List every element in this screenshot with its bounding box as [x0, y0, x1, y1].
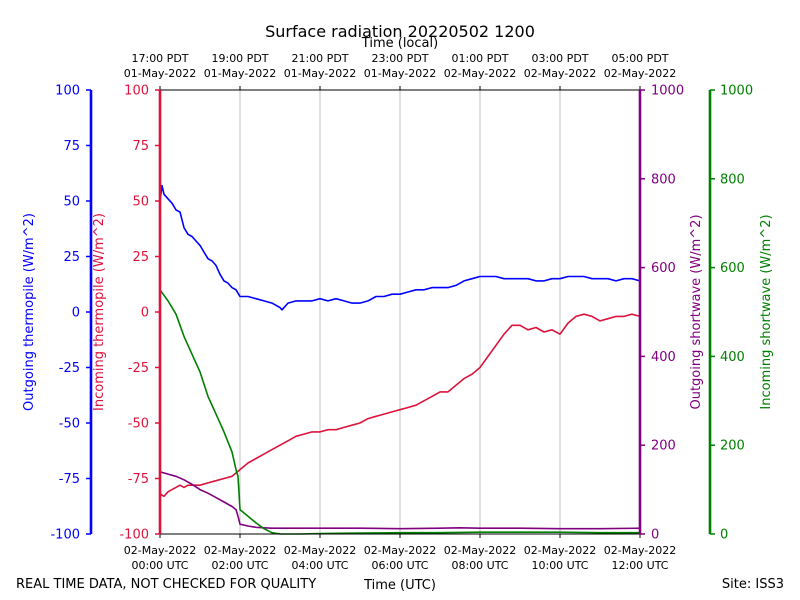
y-tick-label: 75 — [63, 139, 80, 154]
y-tick-label: 0 — [72, 306, 80, 321]
y-tick-label: -25 — [128, 361, 149, 376]
y-tick-label: -50 — [128, 417, 149, 432]
x-top-tick-label-time: 23:00 PDT — [371, 52, 428, 65]
series-layer — [159, 184, 641, 535]
y-tick-label: 25 — [132, 250, 149, 265]
y-tick-label: -75 — [59, 472, 80, 487]
y-tick-label: -25 — [59, 361, 80, 376]
series-line-incoming-thermopile — [159, 313, 641, 498]
y-tick-label: 25 — [63, 250, 80, 265]
series-line-outgoing-shortwave — [159, 471, 641, 530]
y-axis-title: Incoming shortwave (W/m^2) — [759, 214, 774, 409]
x-bottom-tick-label-date: 02-May-2022 — [124, 544, 196, 557]
x-top-axis-label: Time (local) — [361, 36, 438, 51]
y-axis-out-thermo: -100 -75 -50 -25 0 25 50 75 100 Outgoing thermopi… — [22, 84, 93, 543]
x-top-tick-label-time: 21:00 PDT — [291, 52, 348, 65]
y-axis-title: Outgoing shortwave (W/m^2) — [689, 214, 704, 409]
y-tick-label: 1000 — [651, 84, 684, 99]
x-bottom-tick-label-time: 04:00 UTC — [291, 559, 348, 572]
y-tick-label: 50 — [132, 195, 149, 210]
y-tick-label: 600 — [720, 261, 745, 276]
y-tick-label: 0 — [141, 306, 149, 321]
x-bottom-tick-label-time: 08:00 UTC — [451, 559, 508, 572]
x-bottom-tick-label-date: 02-May-2022 — [524, 544, 596, 557]
y-tick-label: 1000 — [720, 84, 753, 99]
y-tick-label: 75 — [132, 139, 149, 154]
x-top-tick-label-date: 02-May-2022 — [604, 67, 676, 80]
x-top-tick-label-time: 19:00 PDT — [211, 52, 268, 65]
y-tick-label: 800 — [720, 172, 745, 187]
y-axis-in-sw: 0 200 400 600 800 1000 Incoming shortwave (W/m… — [708, 84, 774, 543]
series-line-incoming-shortwave — [159, 289, 640, 535]
x-bottom-tick-label-time: 10:00 UTC — [531, 559, 588, 572]
y-tick-label: 400 — [720, 350, 745, 365]
x-top-tick-label-date: 01-May-2022 — [204, 67, 276, 80]
x-top-tick-label-date: 01-May-2022 — [364, 67, 436, 80]
x-bottom-tick-label-date: 02-May-2022 — [444, 544, 516, 557]
y-tick-label: 100 — [124, 84, 149, 99]
y-tick-label: 400 — [651, 350, 676, 365]
x-bottom-tick-label-time: 02:00 UTC — [211, 559, 268, 572]
x-bottom-tick-label-time: 12:00 UTC — [611, 559, 668, 572]
series-line-outgoing-thermopile — [159, 184, 641, 311]
x-top-tick-label-date: 02-May-2022 — [444, 67, 516, 80]
x-top-tick-label-time: 01:00 PDT — [451, 52, 508, 65]
x-bottom-tick-label-date: 02-May-2022 — [284, 544, 356, 557]
y-tick-label: 50 — [63, 195, 80, 210]
y-tick-label: -100 — [119, 528, 149, 543]
y-tick-label: 100 — [55, 84, 80, 99]
x-top-tick-label-time: 05:00 PDT — [611, 52, 668, 65]
y-tick-label: 0 — [651, 528, 659, 543]
x-top-tick-label-date: 02-May-2022 — [524, 67, 596, 80]
x-top-tick-label-date: 01-May-2022 — [124, 67, 196, 80]
x-top-tick-label-time: 17:00 PDT — [131, 52, 188, 65]
y-axis-title: Incoming thermopile (W/m^2) — [92, 213, 107, 411]
y-axis-title: Outgoing thermopile (W/m^2) — [22, 213, 37, 411]
y-tick-label: 200 — [651, 439, 676, 454]
x-bottom-tick-label-time: 06:00 UTC — [371, 559, 428, 572]
x-bottom-axis-label: Time (UTC) — [363, 578, 436, 593]
quality-note: REAL TIME DATA, NOT CHECKED FOR QUALITY — [16, 577, 316, 592]
y-tick-label: 0 — [720, 528, 728, 543]
y-tick-label: 200 — [720, 439, 745, 454]
site-label: Site: ISS3 — [722, 577, 784, 592]
x-ticks: 02-May-2022 00:00 UTC 02-May-2022 02:00 UTC… — [124, 52, 676, 572]
y-axes: -100 -75 -50 -25 0 25 50 75 100 Outgoing thermopi… — [22, 84, 774, 543]
y-tick-label: -50 — [59, 417, 80, 432]
y-axis-in-thermo: -100 -75 -50 -25 0 25 50 75 100 Incoming thermopi… — [92, 84, 162, 543]
x-bottom-tick-label-date: 02-May-2022 — [364, 544, 436, 557]
gridlines — [239, 90, 561, 534]
y-tick-label: 600 — [651, 261, 676, 276]
x-bottom-tick-label-time: 00:00 UTC — [131, 559, 188, 572]
chart-title: Surface radiation 20220502 1200 — [265, 22, 535, 41]
x-top-tick-label-date: 01-May-2022 — [284, 67, 356, 80]
y-tick-label: -100 — [50, 528, 80, 543]
x-bottom-tick-label-date: 02-May-2022 — [604, 544, 676, 557]
y-tick-label: -75 — [128, 472, 149, 487]
x-top-tick-label-time: 03:00 PDT — [531, 52, 588, 65]
y-tick-label: 800 — [651, 172, 676, 187]
x-bottom-tick-label-date: 02-May-2022 — [204, 544, 276, 557]
y-axis-out-sw: 0 200 400 600 800 1000 Outgoing shortwave (W/m… — [638, 84, 704, 543]
